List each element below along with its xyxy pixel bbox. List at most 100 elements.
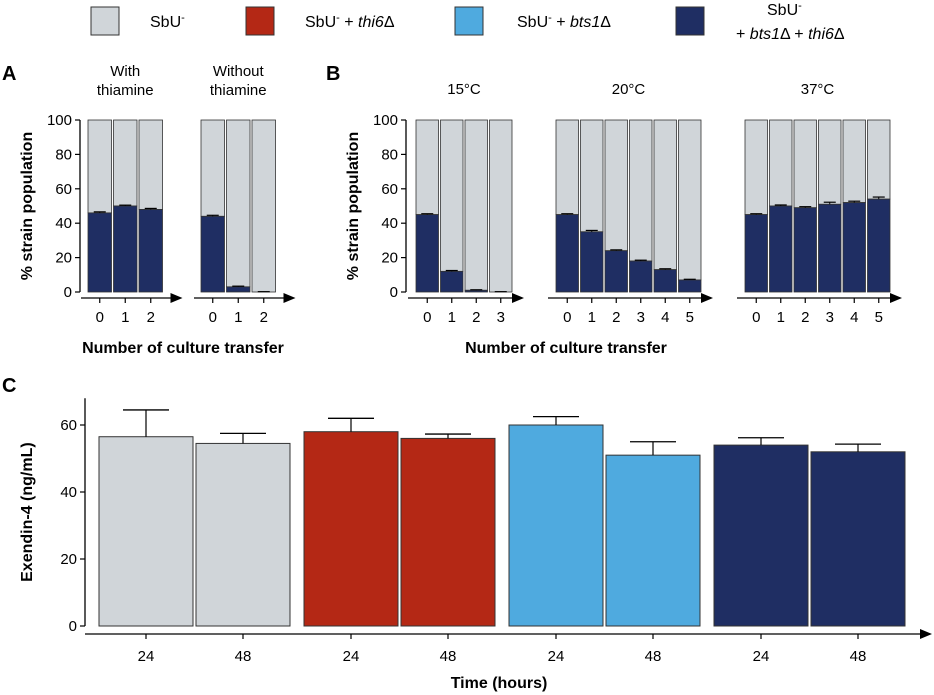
x-tick-label: 2 <box>612 309 620 326</box>
panel-letter-a: A <box>2 63 16 85</box>
bar-double-segment <box>415 214 439 293</box>
x-tick-label: 3 <box>497 309 505 326</box>
bar-sbu-segment <box>678 119 702 281</box>
y-tick-label: 80 <box>55 146 72 163</box>
bar-double-segment <box>842 202 866 293</box>
group-title: thiamine <box>210 82 267 99</box>
bar <box>605 454 701 627</box>
x-tick-label: 0 <box>209 309 217 326</box>
bar-double-segment <box>200 215 225 293</box>
bar <box>810 451 906 627</box>
bar-double-segment <box>818 203 842 293</box>
x-axis-title: Time (hours) <box>451 675 548 692</box>
x-tick-label: 1 <box>777 309 785 326</box>
panel-letter-c: C <box>2 375 16 397</box>
x-tick-label: 2 <box>260 309 268 326</box>
y-tick-label: 40 <box>55 215 72 232</box>
group-title: thiamine <box>97 82 154 99</box>
y-tick-label: 20 <box>381 250 398 267</box>
x-tick-label: 2 <box>472 309 480 326</box>
panel-letter-b: B <box>326 63 340 85</box>
y-tick-label: 0 <box>69 618 77 635</box>
bar-sbu-segment <box>769 119 793 207</box>
bar-sbu-segment <box>555 119 579 215</box>
y-tick-label: 20 <box>60 551 77 568</box>
group-title: 15°C <box>447 81 481 98</box>
y-axis-title: % strain population <box>345 132 362 280</box>
y-tick-label: 40 <box>381 215 398 232</box>
group-title: With <box>110 63 140 80</box>
legend-label-thi6: SbU- + thi6Δ <box>305 12 395 31</box>
x-tick-label: 1 <box>234 309 242 326</box>
bar-sbu-segment <box>440 119 464 272</box>
panel-c-chart: 0 20 40 60 Exendin-4 (ng/mL) 24 48 24 48 24 48 24 48… <box>19 398 932 692</box>
bar-double-segment <box>138 209 163 293</box>
legend-swatch-bts1 <box>454 6 484 36</box>
y-tick-label: 0 <box>64 284 72 301</box>
bar-sbu-segment <box>113 119 138 207</box>
legend-swatch-double <box>675 6 705 36</box>
y-tick-label: 80 <box>381 146 398 163</box>
y-tick-label: 20 <box>55 250 72 267</box>
bar-sbu-segment <box>464 119 488 291</box>
bar-double-segment <box>769 205 793 293</box>
group-title: Without <box>213 63 265 80</box>
bar <box>195 442 291 627</box>
x-tick-label: 0 <box>96 309 104 326</box>
bar-double-segment <box>867 198 891 293</box>
x-tick-label: 48 <box>235 648 252 665</box>
bar-sbu-segment <box>489 119 513 293</box>
legend-swatch-sbu <box>90 6 120 36</box>
bar-double-segment <box>555 214 579 293</box>
bar-double-segment <box>653 269 677 293</box>
x-tick-label: 2 <box>147 309 155 326</box>
bar-double-segment <box>629 260 653 293</box>
bar-double-segment <box>464 289 488 293</box>
x-tick-label: 2 <box>801 309 809 326</box>
bar-sbu-segment <box>629 119 653 262</box>
y-tick-label: 60 <box>55 181 72 198</box>
y-tick-label: 40 <box>60 484 77 501</box>
y-axis-title: % strain population <box>19 132 36 280</box>
legend-swatch-thi6 <box>245 6 275 36</box>
x-tick-label: 4 <box>850 309 858 326</box>
x-tick-label: 0 <box>563 309 571 326</box>
bar-double-segment <box>580 231 604 293</box>
legend-label-double-line1: SbU- <box>767 0 802 19</box>
y-tick-label: 0 <box>390 284 398 301</box>
x-tick-label: 24 <box>548 648 565 665</box>
x-tick-label: 3 <box>826 309 834 326</box>
bar-double-segment <box>113 205 138 293</box>
bar-sbu-segment <box>842 119 866 203</box>
x-tick-label: 4 <box>661 309 669 326</box>
x-tick-label: 1 <box>588 309 596 326</box>
bar <box>508 424 604 627</box>
bar-double-segment <box>604 250 628 293</box>
bar <box>303 431 399 627</box>
legend-label-bts1: SbU- + bts1Δ <box>517 12 611 31</box>
bar-sbu-segment <box>415 119 439 215</box>
bar-double-segment <box>744 214 768 293</box>
bar-sbu-segment <box>580 119 604 233</box>
x-tick-label: 5 <box>875 309 883 326</box>
x-tick-label: 24 <box>138 648 155 665</box>
bar-sbu-segment <box>793 119 817 209</box>
bar-sbu-segment <box>226 119 251 288</box>
y-tick-label: 100 <box>373 112 398 129</box>
legend-label-sbu: SbU- <box>150 12 185 31</box>
x-tick-label: 1 <box>121 309 129 326</box>
bar-double-segment <box>440 270 464 293</box>
x-tick-label: 24 <box>753 648 770 665</box>
bar <box>400 437 496 627</box>
bar-sbu-segment <box>87 119 112 214</box>
x-tick-label: 48 <box>440 648 457 665</box>
bar <box>98 436 194 627</box>
x-tick-label: 0 <box>423 309 431 326</box>
bar-sbu-segment <box>867 119 891 200</box>
x-tick-label: 24 <box>343 648 360 665</box>
y-axis-title: Exendin-4 (ng/mL) <box>19 442 36 582</box>
bar-sbu-segment <box>744 119 768 215</box>
x-axis-title: Number of culture transfer <box>465 340 667 357</box>
